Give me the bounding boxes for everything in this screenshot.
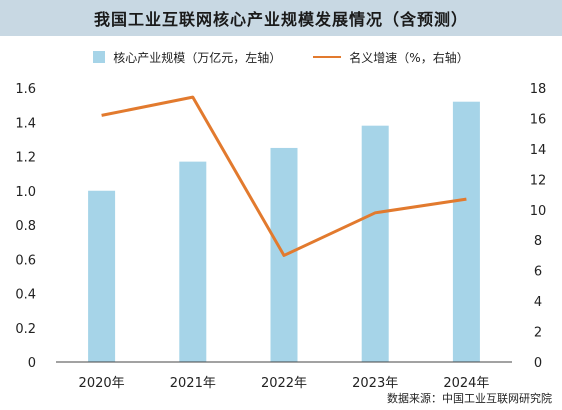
bar-0: [88, 190, 116, 362]
source-note: 数据来源：中国工业互联网研究院: [387, 392, 552, 405]
y-right-tick-6: 12: [530, 173, 547, 188]
x-tick-4: 2024年: [443, 376, 489, 391]
y-right-tick-7: 14: [530, 143, 547, 158]
y-left-tick-2: 0.4: [15, 288, 36, 303]
y-left-tick-0: 0: [28, 356, 36, 371]
bar-3: [361, 125, 389, 362]
y-left-tick-1: 0.2: [15, 322, 36, 337]
y-right-tick-1: 2: [534, 326, 542, 341]
legend-line-swatch: [313, 56, 342, 58]
y-right-tick-5: 10: [530, 204, 547, 219]
x-tick-0: 2020年: [79, 376, 125, 391]
y-left-tick-6: 1.2: [15, 151, 36, 166]
y-left-tick-4: 0.8: [15, 219, 36, 234]
legend-bar-swatch: [93, 51, 106, 63]
growth-line: [101, 95, 467, 257]
y-left-tick-7: 1.4: [15, 116, 36, 131]
y-right-tick-9: 18: [530, 82, 547, 97]
y-right-tick-0: 0: [534, 356, 542, 371]
x-tick-3: 2023年: [352, 376, 398, 391]
legend-item-line: 名义增速（%，右轴）: [313, 49, 469, 66]
bar-1: [179, 161, 207, 362]
y-right-tick-2: 4: [534, 295, 542, 310]
y-right-tick-8: 16: [530, 112, 547, 127]
y-left-tick-8: 1.6: [15, 82, 36, 97]
chart-title: 我国工业互联网核心产业规模发展情况（含预测）: [93, 10, 468, 29]
legend: 核心产业规模（万亿元，左轴） 名义增速（%，右轴）: [0, 46, 562, 68]
x-tick-2: 2022年: [261, 376, 307, 391]
x-tick-1: 2021年: [170, 376, 216, 391]
legend-item-bar: 核心产业规模（万亿元，左轴）: [93, 49, 281, 66]
chart-title-bar: 我国工业互联网核心产业规模发展情况（含预测）: [0, 0, 562, 36]
y-right-tick-3: 6: [534, 265, 542, 280]
y-left-tick-3: 0.6: [15, 253, 36, 268]
legend-line-label: 名义增速（%，右轴）: [349, 50, 469, 65]
bar-4: [452, 101, 480, 362]
y-right-tick-4: 8: [534, 234, 542, 249]
y-left-tick-5: 1.0: [15, 185, 36, 200]
legend-bar-label: 核心产业规模（万亿元，左轴）: [113, 50, 282, 65]
